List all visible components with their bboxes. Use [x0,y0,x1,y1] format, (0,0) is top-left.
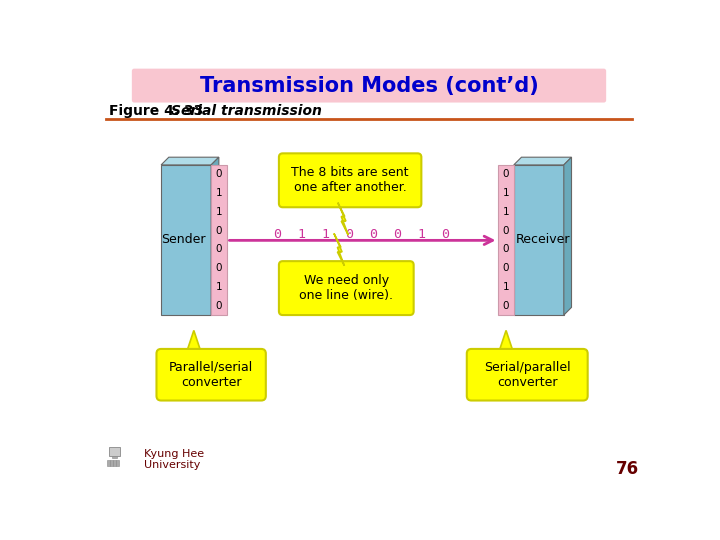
Text: 1: 1 [503,188,509,198]
Text: 1: 1 [215,207,222,217]
Polygon shape [338,202,348,235]
Text: 1: 1 [215,282,222,292]
Text: 0: 0 [503,245,509,254]
Polygon shape [161,157,219,165]
Polygon shape [186,330,202,354]
FancyBboxPatch shape [110,460,112,466]
Text: 1: 1 [215,188,222,198]
Text: The 8 bits are sent
one after another.: The 8 bits are sent one after another. [292,166,409,194]
Polygon shape [514,157,572,165]
Text: 0  1  1  0  0  0  1  0: 0 1 1 0 0 0 1 0 [274,228,451,241]
Text: 1: 1 [503,207,509,217]
Polygon shape [564,157,572,315]
Text: 0: 0 [215,245,222,254]
Text: 0: 0 [503,301,509,310]
Text: Sender: Sender [161,233,205,246]
Text: Transmission Modes (cont’d): Transmission Modes (cont’d) [199,76,539,96]
FancyBboxPatch shape [279,153,421,207]
FancyBboxPatch shape [161,165,211,315]
FancyBboxPatch shape [112,456,117,457]
Text: Receiver: Receiver [516,233,571,246]
Text: Kyung Hee: Kyung Hee [144,449,204,458]
FancyBboxPatch shape [107,460,109,466]
Text: Figure 4. 33: Figure 4. 33 [109,104,203,118]
Text: 1: 1 [503,282,509,292]
Text: Serial/parallel
converter: Serial/parallel converter [484,361,570,389]
FancyBboxPatch shape [279,261,414,315]
Text: Parallel/serial
converter: Parallel/serial converter [169,361,253,389]
FancyBboxPatch shape [467,349,588,401]
FancyBboxPatch shape [156,349,266,401]
Text: 0: 0 [503,169,509,179]
Polygon shape [498,330,514,354]
FancyBboxPatch shape [211,165,227,315]
Polygon shape [334,233,344,266]
Text: 0: 0 [215,301,222,310]
Text: 76: 76 [616,460,639,478]
FancyBboxPatch shape [498,165,514,315]
FancyBboxPatch shape [117,460,119,466]
Text: 0: 0 [215,263,222,273]
Text: Serial transmission: Serial transmission [171,104,322,118]
FancyBboxPatch shape [132,69,606,103]
Polygon shape [211,157,219,315]
Text: 0: 0 [215,169,222,179]
FancyBboxPatch shape [514,165,564,315]
Text: We need only
one line (wire).: We need only one line (wire). [300,274,393,302]
Text: University: University [144,460,201,470]
Text: 0: 0 [503,263,509,273]
FancyBboxPatch shape [109,448,120,456]
FancyBboxPatch shape [113,460,116,466]
Text: 0: 0 [215,226,222,235]
Text: 0: 0 [503,226,509,235]
